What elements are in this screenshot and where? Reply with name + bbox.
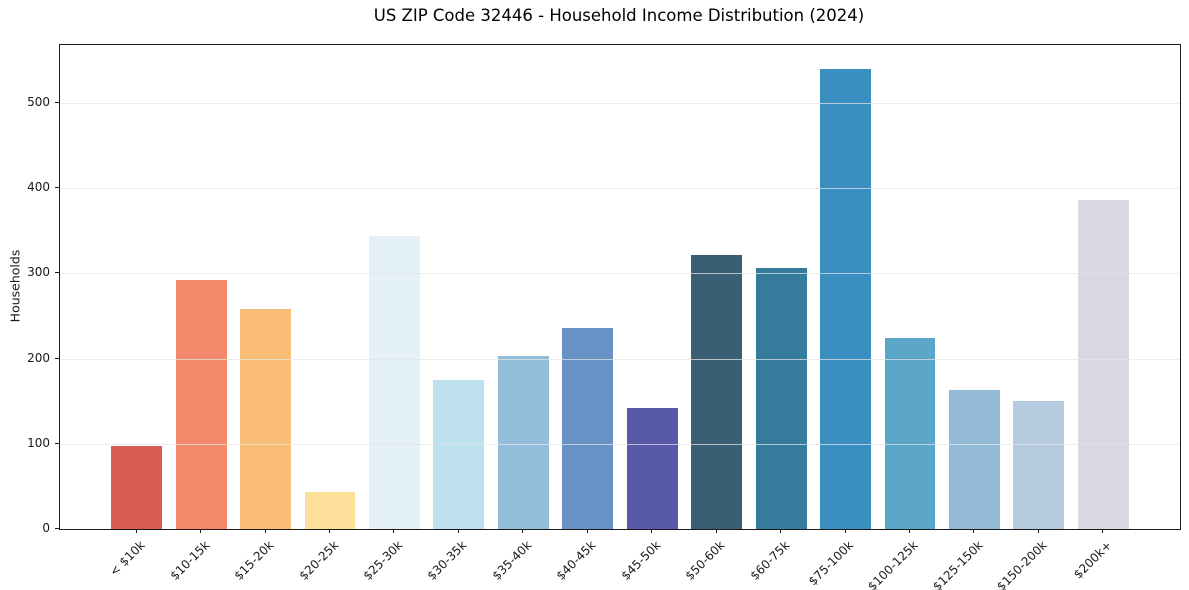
bar-3 xyxy=(240,309,292,529)
ytick-label-200: 200 xyxy=(27,350,50,365)
xtick-mark xyxy=(844,529,846,533)
xtick-mark xyxy=(1102,529,1104,533)
ytick-label-0: 0 xyxy=(42,521,50,535)
bar-16 xyxy=(1077,200,1129,529)
ytick-mark xyxy=(55,101,59,103)
bar-7 xyxy=(497,356,549,529)
xtick-mark xyxy=(715,529,717,533)
ytick-label-500: 500 xyxy=(27,94,50,109)
gridline-300 xyxy=(60,273,1180,275)
bar-12 xyxy=(820,68,871,529)
bar-15 xyxy=(1013,401,1065,529)
bar-1 xyxy=(111,445,163,529)
bar-14 xyxy=(948,390,1000,529)
xtick-mark xyxy=(329,529,330,533)
xtick-label-4: $20-25k xyxy=(296,538,341,583)
gridline-200 xyxy=(60,358,1180,360)
bar-10 xyxy=(691,254,743,529)
chart-title: US ZIP Code 32446 - Household Income Dis… xyxy=(373,6,865,25)
xtick-mark xyxy=(393,529,395,533)
bar-6 xyxy=(433,379,485,529)
xtick-label-10: $50-60k xyxy=(682,538,728,583)
xtick-label-16: $200k+ xyxy=(1070,538,1115,582)
plot-area xyxy=(59,44,1181,530)
ytick-label-100: 100 xyxy=(27,435,50,450)
ytick-mark xyxy=(55,442,59,444)
xtick-label-11: $60-75k xyxy=(747,538,793,583)
y-axis-label: Households xyxy=(7,249,23,323)
xtick-label-1: < $10k xyxy=(106,538,148,579)
xtick-label-9: $45-50k xyxy=(618,538,664,583)
ytick-mark xyxy=(55,357,59,359)
ytick-mark xyxy=(55,272,59,274)
xtick-mark xyxy=(264,529,266,533)
gridline-400 xyxy=(60,188,1180,190)
xtick-mark xyxy=(1037,529,1039,533)
xtick-mark xyxy=(973,529,975,533)
xtick-label-13: $100-125k xyxy=(865,538,921,590)
bar-9 xyxy=(626,408,678,529)
gridline-100 xyxy=(60,443,1180,445)
bar-2 xyxy=(175,280,227,529)
xtick-mark xyxy=(780,529,782,533)
ytick-label-400: 400 xyxy=(27,180,50,195)
xtick-mark xyxy=(200,529,202,533)
xtick-mark xyxy=(586,529,588,533)
bar-4 xyxy=(304,491,356,529)
bar-8 xyxy=(562,327,614,529)
xtick-mark xyxy=(457,529,459,533)
xtick-label-15: $150-200k xyxy=(994,538,1050,590)
xtick-mark xyxy=(135,529,137,533)
xtick-mark xyxy=(522,529,524,533)
ytick-mark xyxy=(55,528,59,529)
xtick-mark xyxy=(908,529,910,533)
bar-5 xyxy=(368,235,420,529)
xtick-label-8: $40-45k xyxy=(553,538,599,583)
bar-11 xyxy=(755,268,807,529)
xtick-label-3: $15-20k xyxy=(231,538,277,583)
xtick-label-2: $10-15k xyxy=(167,538,213,583)
xtick-label-12: $75-100k xyxy=(806,538,857,589)
xtick-label-14: $125-150k xyxy=(929,538,986,590)
ytick-mark xyxy=(55,187,59,189)
ytick-label-300: 300 xyxy=(27,265,50,280)
xtick-label-7: $35-40k xyxy=(489,538,535,583)
xtick-label-6: $30-35k xyxy=(424,538,470,583)
xtick-label-5: $25-30k xyxy=(360,538,406,583)
bar-13 xyxy=(884,338,936,529)
gridline-500 xyxy=(60,102,1180,104)
xtick-mark xyxy=(651,529,653,533)
